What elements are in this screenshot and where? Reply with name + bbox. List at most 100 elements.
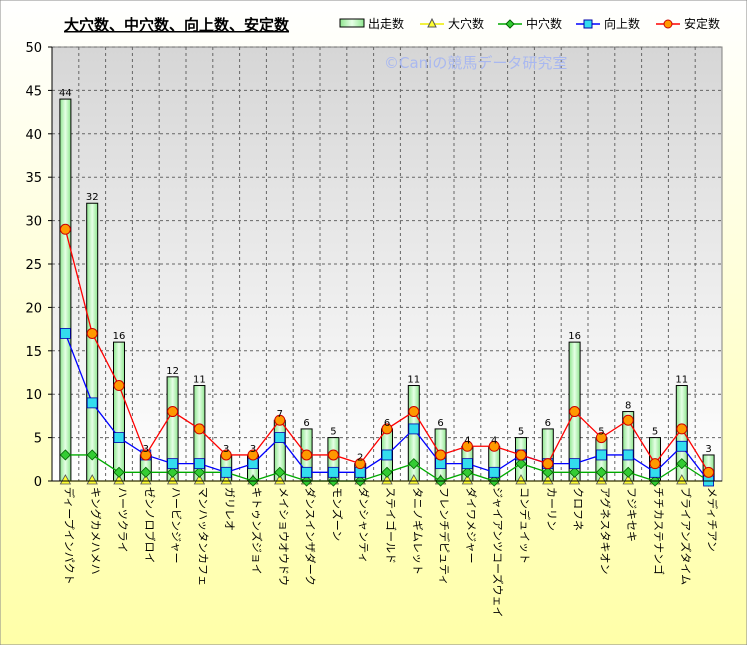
point-安定数 [703,466,715,478]
y-tick-label: 50 [25,41,42,56]
bar-data-label: 5 [652,427,658,438]
x-category-label: フレンチデピュティ [438,487,452,585]
point-安定数 [542,458,554,470]
chart-title: 大穴数、中穴数、向上数、安定数 [64,16,290,34]
point-安定数 [354,458,366,470]
y-tick-label: 20 [25,301,42,316]
point-大穴数 [461,474,474,485]
bar-data-label: 8 [625,401,631,412]
x-category-label: メディチアン [706,487,720,552]
legend-label-大穴数: 大穴数 [448,16,484,31]
bar-data-label: 7 [277,409,283,420]
point-大穴数 [595,474,608,485]
bar-data-label: 11 [407,375,420,386]
legend-label-中穴数: 中穴数 [526,16,562,31]
point-安定数 [301,449,313,461]
point-向上数 [622,449,634,461]
point-安定数 [86,327,98,339]
point-安定数 [247,449,259,461]
point-中穴数 [113,466,125,478]
point-中穴数 [274,466,286,478]
bar-data-label: 2 [357,453,363,464]
point-大穴数 [86,474,98,485]
watermark-text: ©Caniの競馬データ研究室 [384,54,567,72]
point-向上数 [327,466,339,478]
point-安定数 [676,423,688,435]
point-向上数 [60,328,71,339]
bar-出走数 [59,98,72,482]
point-大穴数 [568,474,581,485]
x-category-label: コンデュイット [518,487,532,564]
point-向上数 [274,432,286,444]
point-中穴数 [569,466,581,478]
point-安定数 [488,440,500,452]
point-大穴数 [408,474,420,485]
x-category-label: マンハッタンカフェ [196,487,209,586]
point-中穴数 [140,466,152,478]
bar-data-label: 6 [303,418,309,429]
bar-出走数 [113,341,125,482]
point-大穴数 [113,474,125,485]
point-安定数 [569,406,581,418]
bar-data-label: 11 [193,375,206,386]
point-大穴数 [166,474,179,485]
point-大穴数 [622,474,634,485]
x-axis: ディープインパクト キングカメハメハ ハーツクライ ゼンノロブロイ ハービンジャー マンハ… [62,487,719,617]
point-中穴数 [193,466,205,478]
x-category-label: ダンシャンティ [357,487,371,563]
x-category-label: キトゥンズジョイ [250,487,264,575]
point-安定数 [435,449,447,461]
y-tick-label: 10 [25,388,42,403]
x-category-label: ステイゴールド [384,487,398,564]
legend: 出走数 大穴数 中穴数 向上数 安定数 [339,16,720,31]
legend-marker-向上数 [583,19,593,29]
legend-label-安定数: 安定数 [684,16,720,31]
bar-data-label: 4 [491,435,497,446]
point-安定数 [649,458,661,470]
point-安定数 [113,380,125,392]
legend-label-出走数: 出走数 [368,16,404,31]
point-大穴数 [274,474,286,485]
bar-data-label: 3 [143,444,149,455]
point-安定数 [461,440,473,452]
point-向上数 [488,466,500,478]
point-向上数 [569,458,580,470]
legend-swatch-出走数 [339,18,365,28]
x-category-label: ガリレオ [223,487,236,531]
point-中穴数 [676,458,688,470]
point-安定数 [515,449,527,461]
x-category-label: ブライアンズタイム [679,487,693,585]
y-tick-label: 0 [34,475,42,490]
point-中穴数 [408,458,420,470]
grid-lines [52,46,722,481]
point-中穴数 [381,466,393,478]
point-安定数 [167,406,179,418]
point-大穴数 [676,474,688,485]
point-中穴数 [167,466,179,478]
y-tick-label: 40 [25,128,42,143]
y-tick-label: 15 [25,345,42,360]
bar-data-label: 5 [330,427,336,438]
x-category-label: フジキセキ [625,487,638,542]
point-中穴数 [515,458,527,470]
bar-data-label: 11 [675,375,688,386]
legend-marker-中穴数 [505,19,515,29]
x-category-label: キングカメハメハ [89,487,103,575]
point-向上数 [461,458,473,470]
bar-data-label: 5 [598,427,604,438]
legend-label-向上数: 向上数 [604,16,640,31]
bar-data-label: 32 [86,192,99,203]
y-tick-label: 45 [25,84,42,99]
x-category-label: メイショウオウドウ [277,487,290,586]
point-安定数 [193,423,205,435]
point-中穴数 [595,466,607,478]
point-向上数 [193,458,205,470]
point-大穴数 [381,474,393,485]
bar-data-label: 4 [464,435,470,446]
plot-area [51,46,723,482]
x-category-label: チチカステナンゴ [652,487,666,575]
point-安定数 [327,449,339,461]
point-中穴数 [59,449,71,461]
